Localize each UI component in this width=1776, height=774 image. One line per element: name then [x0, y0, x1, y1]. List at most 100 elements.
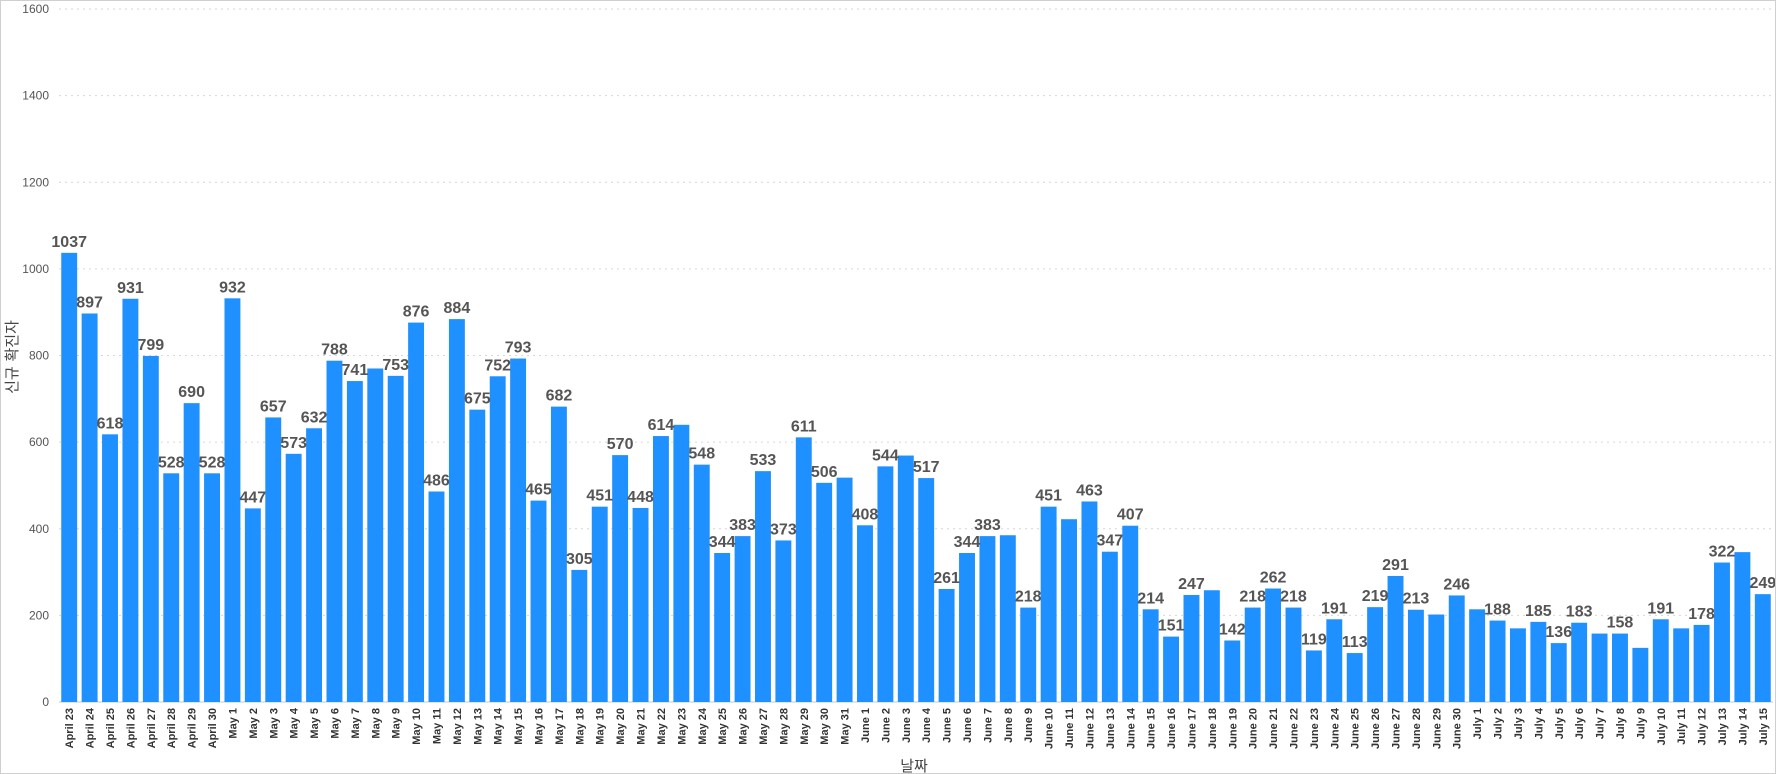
data-label: 262	[1260, 570, 1287, 587]
x-tick-label: June 29	[1431, 708, 1443, 749]
bar	[918, 478, 935, 702]
data-label: 573	[280, 435, 307, 452]
x-tick-label: May 23	[676, 708, 688, 745]
bar	[346, 381, 363, 702]
y-axis-title: 신규 확진자	[3, 320, 21, 394]
y-tick-label: 1600	[22, 2, 49, 16]
x-tick-label: May 1	[227, 708, 239, 739]
bar	[81, 313, 98, 702]
x-tick-label: June 21	[1268, 708, 1280, 749]
data-label: 884	[444, 300, 471, 317]
data-label: 932	[219, 279, 246, 296]
bar	[1224, 640, 1241, 702]
x-tick-label: May 31	[840, 708, 852, 745]
data-label: 753	[382, 357, 409, 374]
bar	[489, 376, 506, 702]
x-tick-label: May 24	[697, 707, 709, 745]
x-tick-label: May 10	[411, 708, 423, 745]
bar	[1571, 622, 1588, 702]
x-tick-label: June 6	[962, 708, 974, 743]
bar	[1081, 501, 1098, 702]
x-tick-label: May 25	[717, 708, 729, 745]
x-tick-label: May 2	[248, 708, 260, 739]
data-label: 533	[750, 452, 777, 469]
x-tick-label: June 15	[1146, 708, 1158, 749]
x-tick-label: May 6	[329, 708, 341, 739]
data-label: 213	[1403, 591, 1430, 608]
data-label: 611	[791, 418, 817, 435]
bar	[1448, 595, 1465, 702]
x-tick-label: June 7	[982, 708, 994, 743]
bar	[1203, 590, 1220, 702]
data-label: 305	[566, 551, 593, 568]
bar	[632, 507, 649, 702]
x-tick-label: May 12	[452, 708, 464, 745]
data-label: 486	[423, 473, 450, 490]
data-label: 788	[321, 342, 348, 359]
bar	[1061, 519, 1077, 702]
x-tick-label: May 22	[656, 708, 668, 745]
bar	[1285, 607, 1302, 702]
x-tick-label: May 28	[778, 708, 790, 745]
y-tick-label: 1400	[22, 89, 49, 103]
bar	[1122, 525, 1139, 702]
bar	[1020, 607, 1037, 702]
x-tick-label: July 1	[1472, 708, 1484, 739]
data-label: 247	[1178, 576, 1205, 593]
x-axis-title: 날짜	[900, 757, 928, 773]
bar	[938, 588, 955, 702]
data-label: 548	[688, 446, 715, 463]
bar	[1652, 619, 1669, 702]
data-label: 383	[974, 517, 1001, 534]
data-label: 214	[1137, 590, 1164, 607]
data-label: 614	[648, 417, 675, 434]
bar	[306, 428, 323, 702]
x-tick-label: July 6	[1574, 708, 1586, 739]
data-label: 528	[158, 454, 185, 471]
data-label: 218	[1015, 589, 1042, 606]
y-tick-label: 1200	[22, 175, 49, 189]
bar	[1367, 607, 1384, 702]
bar	[652, 436, 669, 702]
bar	[1326, 619, 1343, 702]
x-tick-label: May 15	[513, 708, 525, 745]
bar	[1550, 643, 1567, 702]
bar	[1305, 650, 1322, 702]
bar	[102, 434, 118, 702]
bar	[1244, 607, 1261, 702]
bar	[775, 540, 792, 702]
bar	[1530, 621, 1547, 702]
data-label: 183	[1566, 604, 1593, 621]
x-tick-label: May 5	[309, 708, 321, 739]
x-tick-label: July 4	[1533, 707, 1545, 739]
bar	[122, 298, 139, 702]
bar	[1489, 620, 1506, 702]
data-label: 465	[525, 482, 552, 499]
x-tick-label: July 15	[1758, 708, 1770, 745]
bar	[367, 368, 384, 702]
x-tick-label: May 21	[636, 708, 648, 745]
data-label: 931	[117, 280, 144, 297]
bar	[1509, 628, 1526, 702]
bar	[693, 464, 710, 702]
data-label: 517	[913, 459, 940, 476]
x-tick-label: May 9	[391, 708, 403, 739]
x-tick-label: April 25	[105, 708, 117, 748]
x-tick-label: June 8	[1003, 708, 1015, 743]
x-tick-label: May 4	[289, 707, 301, 738]
x-tick-label: April 23	[64, 708, 76, 748]
bar	[285, 453, 302, 702]
data-label: 657	[260, 398, 287, 415]
data-label: 113	[1342, 634, 1368, 651]
data-label: 682	[546, 388, 573, 405]
bar	[142, 355, 159, 702]
data-label: 451	[586, 488, 613, 505]
bar	[265, 417, 282, 702]
bar	[1101, 551, 1118, 702]
y-tick-label: 200	[29, 608, 49, 622]
data-label: 408	[852, 506, 879, 523]
x-tick-label: June 17	[1186, 708, 1198, 749]
bars	[61, 252, 1771, 703]
x-tick-label: July 2	[1493, 708, 1505, 739]
